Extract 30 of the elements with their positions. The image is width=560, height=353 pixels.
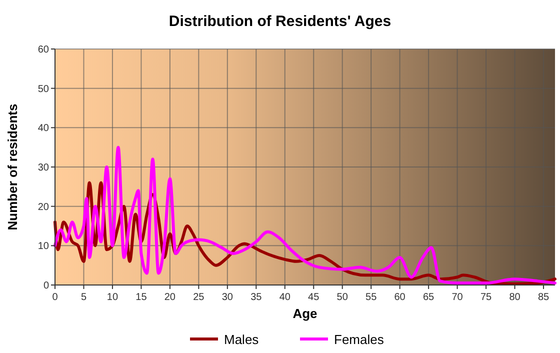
y-axis-title: Number of residents (5, 104, 20, 230)
x-tick-label: 50 (336, 292, 348, 303)
x-tick-label: 35 (250, 292, 262, 303)
x-tick-label: 60 (394, 292, 406, 303)
x-tick-label: 5 (80, 292, 87, 303)
x-tick-label: 70 (452, 292, 464, 303)
x-tick-label: 15 (136, 292, 148, 303)
x-tick-label: 30 (222, 292, 234, 303)
y-tick-label: 30 (38, 162, 50, 174)
x-tick-label: 25 (193, 292, 205, 303)
legend-label: Females (334, 332, 384, 347)
y-tick-label: 60 (38, 44, 50, 56)
x-tick-label: 75 (480, 292, 492, 303)
x-tick-label: 45 (308, 292, 320, 303)
x-tick-label: 85 (538, 292, 550, 303)
x-tick-label: 10 (106, 292, 118, 303)
y-tick-label: 0 (43, 280, 50, 292)
y-tick-label: 20 (38, 202, 50, 213)
x-axis-title: Age (292, 306, 318, 321)
x-tick-label: 55 (366, 292, 378, 303)
legend-label: Males (224, 332, 260, 347)
y-tick-label: 10 (38, 241, 50, 252)
x-tick-label: 65 (423, 292, 435, 303)
y-tick-label: 40 (38, 123, 50, 134)
x-tick-label: 40 (279, 292, 291, 303)
chart-title: Distribution of Residents' Ages (168, 13, 392, 30)
x-tick-label: 0 (52, 292, 58, 303)
x-tick-label: 20 (164, 292, 176, 303)
x-tick-label: 80 (509, 292, 521, 303)
y-tick-label: 50 (38, 84, 50, 95)
